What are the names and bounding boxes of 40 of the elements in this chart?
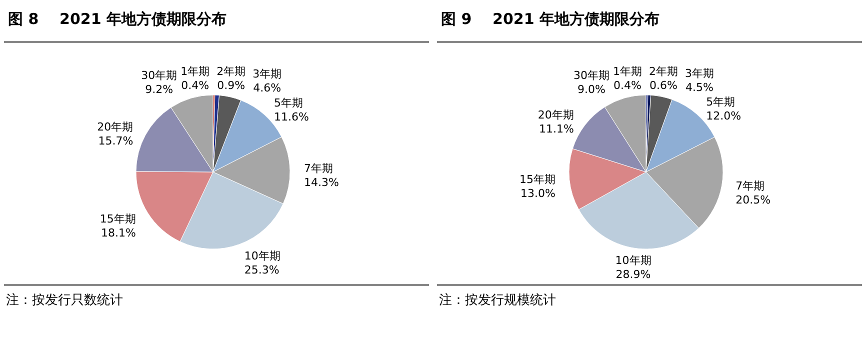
slice-label: 5年期 (706, 96, 736, 109)
chart-title: 图 8 2021 年地方债期限分布 (8, 10, 227, 28)
slice-label: 3年期 (685, 67, 714, 80)
slice-label: 15年期 (100, 212, 136, 226)
slice-label: 1年期 (180, 65, 210, 78)
slice-label: 7年期 (736, 180, 765, 193)
slice-label: 20年期 (97, 120, 134, 134)
slice-label: 30年期 (574, 68, 610, 82)
slice-label: 2年期 (649, 65, 678, 78)
data-label: 9.2% (145, 83, 174, 96)
slice-label: 3年期 (252, 68, 282, 81)
data-label: 4.6% (253, 82, 282, 95)
chart-title: 图 9 2021 年地方债期限分布 (441, 10, 660, 28)
data-label: 20.5% (736, 194, 771, 207)
data-label: 0.4% (614, 79, 642, 92)
data-label: 28.9% (616, 268, 651, 282)
data-label: 9.0% (578, 82, 606, 96)
data-label: 18.1% (100, 226, 136, 240)
slice-label: 2年期 (216, 65, 246, 78)
data-label: 11.1% (538, 122, 574, 136)
slice-label: 7年期 (304, 162, 333, 175)
data-label: 11.6% (274, 110, 309, 124)
data-label: 12.0% (706, 110, 742, 123)
text: 注：按发行规模统计 (439, 293, 556, 308)
data-label: 13.0% (520, 187, 556, 200)
slice-label: 5年期 (274, 96, 303, 110)
data-label: 0.9% (217, 79, 246, 92)
data-label: 14.3% (304, 176, 339, 189)
data-label: 25.3% (244, 263, 280, 276)
slice-label: 20年期 (538, 108, 574, 122)
slice-label: 10年期 (615, 254, 652, 268)
slice-label: 30年期 (141, 69, 178, 82)
slice-label: 10年期 (244, 249, 280, 262)
data-label: 4.5% (686, 81, 714, 94)
data-label: 15.7% (98, 134, 134, 148)
slice-label: 1年期 (613, 65, 642, 78)
slice-label: 15年期 (519, 173, 556, 186)
data-label: 0.6% (650, 79, 678, 92)
text: 注：按发行只数统计 (6, 293, 123, 308)
data-label: 0.4% (181, 79, 210, 92)
